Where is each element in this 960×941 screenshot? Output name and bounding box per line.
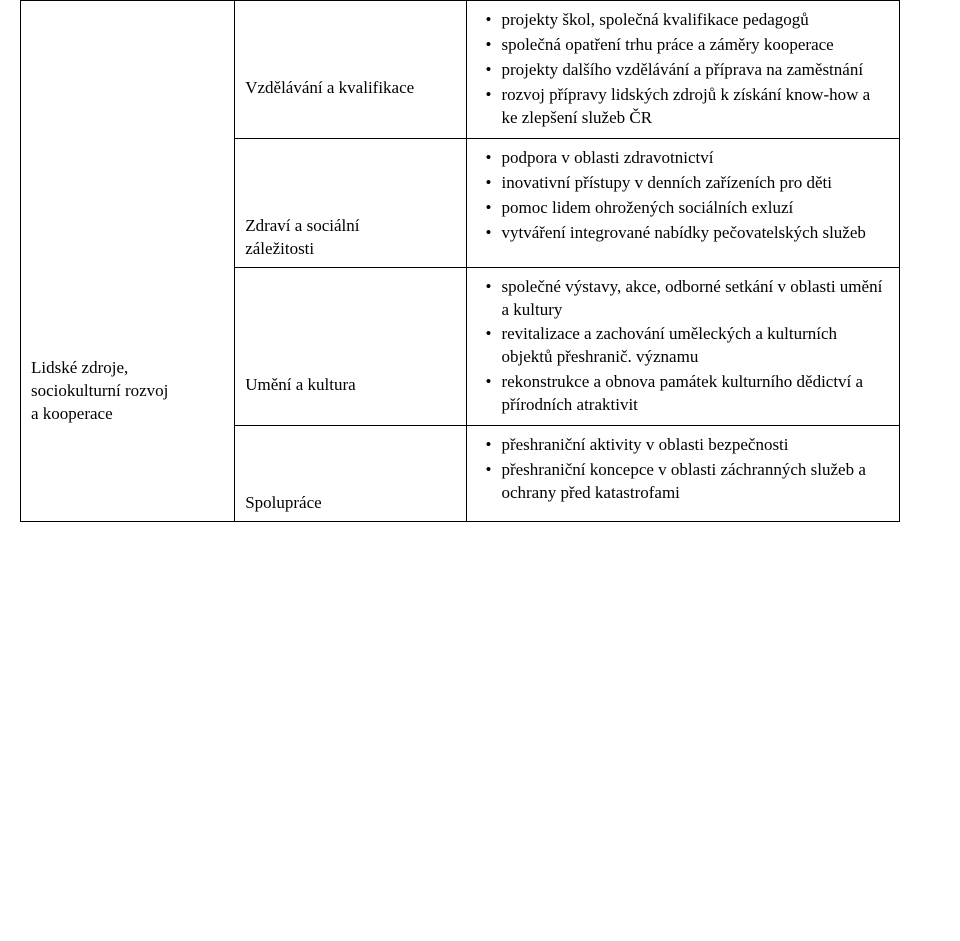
row4-bullet-list: přeshraniční aktivity v oblasti bezpečno… [477,434,889,505]
col1-line3: a kooperace [31,403,224,426]
col1-cell: Lidské zdroje, sociokulturní rozvoj a ko… [21,1,235,522]
list-item: společná opatření trhu práce a záměry ko… [477,34,889,57]
row3-col2-label: Umění a kultura [245,274,456,397]
col1-label: Lidské zdroje, sociokulturní rozvoj a ko… [31,7,224,426]
list-item: rekonstrukce a obnova památek kulturního… [477,371,889,417]
col3-cell: společné výstavy, akce, odborné setkání … [467,267,900,426]
col1-line2: sociokulturní rozvoj [31,380,224,403]
col2-cell: Spolupráce [235,426,467,522]
row4-col2-label: Spolupráce [245,432,456,515]
list-item: vytváření integrované nabídky pečovatels… [477,222,889,245]
row1-col2-label: Vzdělávání a kvalifikace [245,7,456,100]
col1-line1: Lidské zdroje, [31,357,224,380]
list-item: společné výstavy, akce, odborné setkání … [477,276,889,322]
col3-cell: přeshraniční aktivity v oblasti bezpečno… [467,426,900,522]
list-item: revitalizace a zachování uměleckých a ku… [477,323,889,369]
row3-bullet-list: společné výstavy, akce, odborné setkání … [477,276,889,418]
list-item: přeshraniční aktivity v oblasti bezpečno… [477,434,889,457]
row2-bullet-list: podpora v oblasti zdravotnictví inovativ… [477,147,889,245]
row2-col2-line2: záležitosti [245,238,456,261]
col2-cell: Zdraví a sociální záležitosti [235,138,467,267]
page: Lidské zdroje, sociokulturní rozvoj a ko… [0,0,960,552]
list-item: projekty škol, společná kvalifikace peda… [477,9,889,32]
list-item: podpora v oblasti zdravotnictví [477,147,889,170]
content-table: Lidské zdroje, sociokulturní rozvoj a ko… [20,0,900,522]
list-item: rozvoj přípravy lidských zdrojů k získán… [477,84,889,130]
table-row: Lidské zdroje, sociokulturní rozvoj a ko… [21,1,900,139]
row1-bullet-list: projekty škol, společná kvalifikace peda… [477,9,889,130]
list-item: inovativní přístupy v denních zařízeních… [477,172,889,195]
row2-col2-label: Zdraví a sociální záležitosti [245,145,456,261]
col3-cell: projekty škol, společná kvalifikace peda… [467,1,900,139]
col2-cell: Vzdělávání a kvalifikace [235,1,467,139]
col2-cell: Umění a kultura [235,267,467,426]
col3-cell: podpora v oblasti zdravotnictví inovativ… [467,138,900,267]
list-item: přeshraniční koncepce v oblasti záchrann… [477,459,889,505]
list-item: projekty dalšího vzdělávání a příprava n… [477,59,889,82]
list-item: pomoc lidem ohrožených sociálních exluzí [477,197,889,220]
row2-col2-line1: Zdraví a sociální [245,215,456,238]
